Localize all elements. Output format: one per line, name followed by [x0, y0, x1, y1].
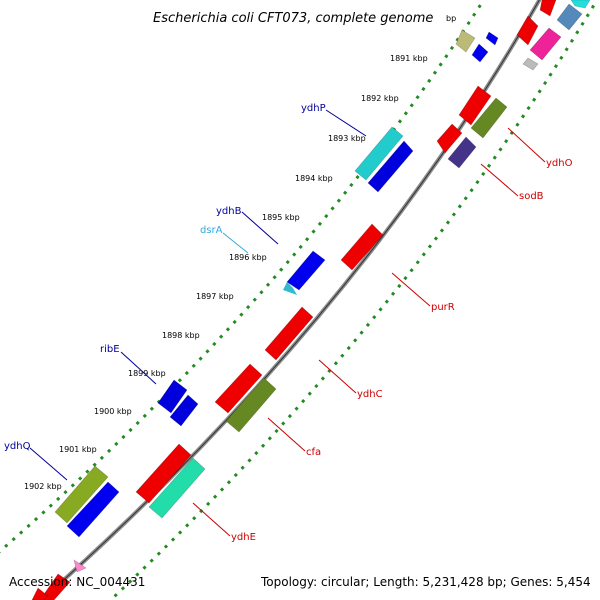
top-corner-features — [31, 0, 591, 600]
feature-red-sodB[interactable] — [436, 123, 463, 154]
tick-label: 1898 kbp — [162, 331, 200, 340]
leader-sodB — [480, 163, 519, 197]
accession-text: Accession: NC_004431 — [9, 575, 145, 589]
feature-purple-sodB[interactable] — [447, 136, 477, 169]
tick-label: 1896 kbp — [229, 253, 267, 262]
feature-olive-ydhQ[interactable] — [54, 465, 109, 524]
leader-ydhP — [325, 109, 367, 137]
leader-ydhC — [318, 359, 357, 394]
gene-label-purR[interactable]: purR — [431, 302, 455, 313]
tick-label: 1895 kbp — [262, 213, 300, 222]
leader-dsrA — [222, 232, 249, 254]
gene-labels: ydhP ydhB dsrA ribE ydhQ ydhO sodB purR … — [4, 103, 573, 543]
gene-label-cfa[interactable]: cfa — [306, 447, 321, 458]
gene-label-sodB[interactable]: sodB — [519, 191, 544, 202]
feature-red-ydhE[interactable] — [135, 443, 192, 504]
tick-label: 1894 kbp — [295, 174, 333, 183]
feature-olive-cfa[interactable] — [225, 377, 277, 433]
tick-label: 1891 kbp — [390, 54, 428, 63]
genome-backbone-highlight — [40, 0, 540, 600]
feature-red-top[interactable] — [539, 0, 557, 17]
tick-label: 1893 kbp — [328, 134, 366, 143]
reverse-strand-features — [135, 85, 508, 519]
gene-label-ydhB[interactable]: ydhB — [216, 206, 242, 217]
feature-olive-ydhO[interactable] — [470, 97, 508, 139]
feature-cyan-top[interactable] — [570, 0, 591, 9]
feature-blue-small[interactable] — [485, 31, 499, 46]
feature-teal-ydhE[interactable] — [148, 457, 206, 519]
gene-label-ydhC[interactable]: ydhC — [357, 389, 383, 400]
gene-label-dsrA[interactable]: dsrA — [200, 225, 223, 236]
leader-ydhO — [507, 127, 546, 163]
feature-red-purR[interactable] — [340, 223, 384, 271]
genome-backbone — [38, 0, 542, 600]
feature-blue-ydhB[interactable] — [286, 250, 326, 291]
gene-label-ydhP[interactable]: ydhP — [301, 103, 326, 114]
tick-label: 1901 kbp — [59, 445, 97, 454]
tick-label: 1902 kbp — [24, 482, 62, 491]
feature-khaki[interactable] — [455, 29, 476, 53]
map-title: Escherichia coli CFT073, complete genome — [153, 11, 433, 26]
outer-tick-ring — [0, 0, 486, 554]
feature-blue-ribE-2[interactable] — [169, 394, 199, 427]
feature-steel-top[interactable] — [556, 3, 583, 31]
leader-ribE — [120, 351, 157, 385]
leader-ydhE — [192, 502, 231, 537]
gene-label-ydhQ[interactable]: ydhQ — [4, 441, 31, 452]
gene-label-ribE[interactable]: ribE — [100, 344, 120, 355]
feature-blue-ydhQ[interactable] — [66, 481, 120, 538]
leader-ydhQ — [29, 447, 68, 481]
leader-ydhB — [241, 211, 279, 245]
feature-red-ydhC[interactable] — [264, 306, 314, 361]
feature-magenta-top[interactable] — [529, 27, 562, 61]
feature-gray-top[interactable] — [522, 57, 539, 71]
tick-label: 1899 kbp — [128, 369, 166, 378]
tick-label: 1892 kbp — [361, 94, 399, 103]
tick-label: 1897 kbp — [196, 292, 234, 301]
feature-red-ydhO[interactable] — [458, 85, 492, 126]
feature-cyan-ydhP[interactable] — [354, 126, 404, 181]
feature-red-bottom[interactable] — [39, 573, 71, 600]
feature-red-top[interactable] — [516, 15, 539, 46]
leader-purR — [391, 272, 431, 307]
tick-label: 1900 kbp — [94, 407, 132, 416]
tick-labels: bp 1891 kbp 1892 kbp 1893 kbp 1894 kbp 1… — [24, 14, 456, 491]
topology-text: Topology: circular; Length: 5,231,428 bp… — [260, 575, 591, 589]
feature-red-cfa[interactable] — [214, 363, 263, 414]
leader-lines — [29, 109, 546, 537]
gene-label-ydhE[interactable]: ydhE — [231, 532, 256, 543]
feature-red-bottom[interactable] — [31, 587, 49, 600]
gene-label-ydhO[interactable]: ydhO — [546, 158, 573, 169]
feature-blue-small[interactable] — [471, 43, 489, 63]
feature-blue-ydhP[interactable] — [367, 140, 414, 193]
feature-cyan-edge — [283, 282, 297, 295]
feature-pink-bottom[interactable] — [73, 559, 87, 573]
feature-blue-ribE-1[interactable] — [157, 379, 188, 414]
forward-strand-features — [54, 29, 499, 538]
inner-tick-ring — [108, 0, 599, 600]
leader-cfa — [267, 417, 306, 452]
tick-label: bp — [446, 14, 456, 23]
